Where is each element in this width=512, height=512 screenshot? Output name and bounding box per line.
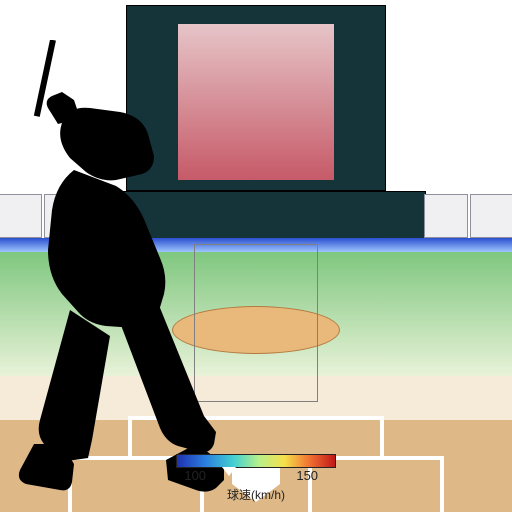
plate-line (380, 416, 384, 456)
velocity-legend: 100 150 球速(km/h) (170, 454, 342, 503)
legend-tick: 150 (296, 468, 318, 483)
batter-silhouette-icon (4, 40, 224, 502)
legend-tick: 100 (184, 468, 206, 483)
stand-box (424, 194, 468, 238)
plate-line (440, 456, 444, 512)
legend-caption: 球速(km/h) (170, 486, 342, 503)
legend-ticks: 100 150 (170, 468, 342, 484)
legend-gradient-bar (176, 454, 336, 468)
stand-box (470, 194, 512, 238)
pitch-chart-stage: 100 150 球速(km/h) (0, 0, 512, 512)
